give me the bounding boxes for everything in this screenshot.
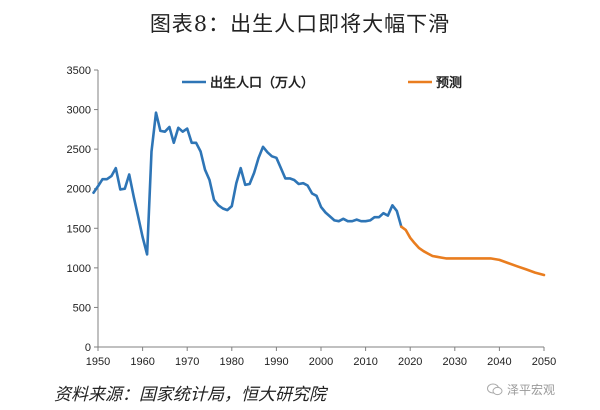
chart-axes: 0 500 1000 1500 2000 2500 3000 3500 1950 1960 1970… — [67, 65, 557, 368]
series-line-births — [92, 111, 403, 256]
x-tick-label: 2020 — [398, 356, 422, 368]
legend-label: 预测 — [436, 75, 462, 91]
y-tick-label: 0 — [85, 342, 91, 354]
y-tick-label: 2000 — [67, 184, 91, 196]
watermark-text: 泽平宏观 — [507, 383, 556, 397]
chart-legend: 出生人口（万人） 预测 — [182, 75, 462, 91]
x-tick-label: 1950 — [86, 356, 110, 368]
y-tick-label: 2500 — [67, 144, 91, 156]
x-tick-label: 1980 — [220, 356, 244, 368]
x-tick-label: 2030 — [443, 356, 467, 368]
x-tick-label: 1990 — [264, 356, 288, 368]
series-layer — [92, 111, 546, 277]
x-tick-label: 2050 — [532, 356, 556, 368]
y-tick-label: 3000 — [67, 105, 91, 117]
y-tick-label: 1500 — [67, 223, 91, 235]
x-tick-label: 2010 — [353, 356, 377, 368]
x-tick-label: 2000 — [309, 356, 333, 368]
source-note: 资料来源：国家统计局，恒大研究院 — [54, 385, 326, 405]
y-tick-label: 500 — [73, 302, 91, 314]
x-tick-label: 1970 — [175, 356, 199, 368]
wechat-icon — [487, 383, 503, 396]
legend-label: 出生人口（万人） — [210, 75, 314, 91]
x-tick-label: 2040 — [487, 356, 511, 368]
chart-title: 图表8：出生人口即将大幅下滑 — [149, 12, 451, 36]
y-tick-label: 3500 — [67, 65, 91, 77]
x-tick-label: 1960 — [130, 356, 154, 368]
watermark: 泽平宏观 — [487, 381, 555, 398]
y-tick-label: 1000 — [67, 263, 91, 275]
series-line-forecast — [400, 225, 546, 277]
